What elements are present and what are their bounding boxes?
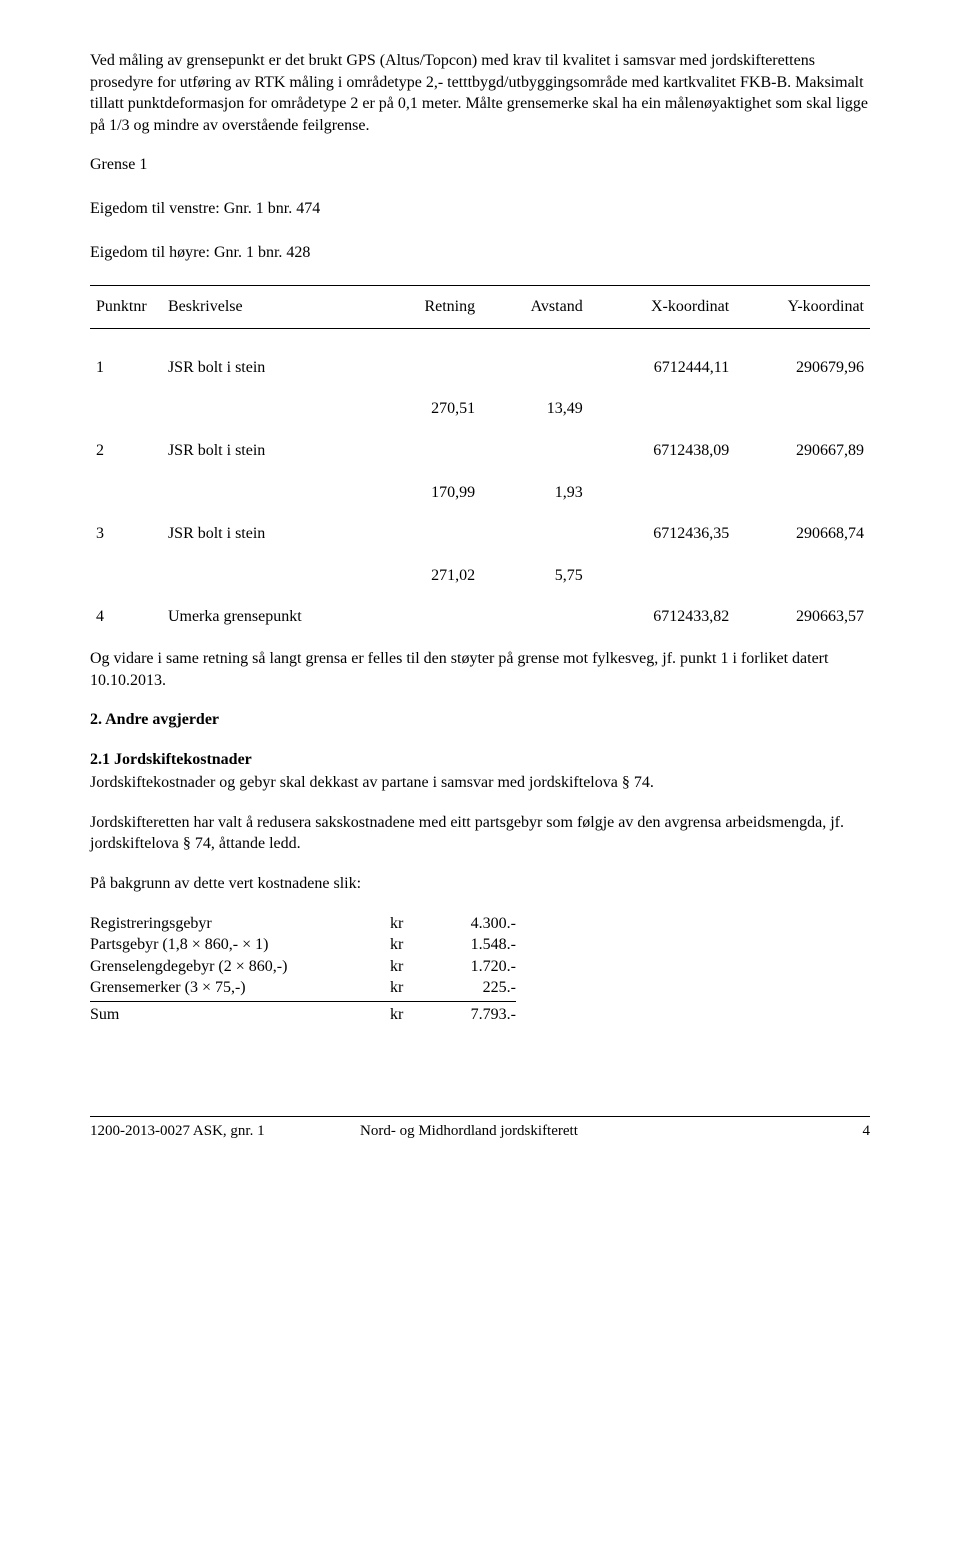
table-row: 170,99 1,93	[90, 482, 870, 504]
section-2-1: 2.1 Jordskiftekostnader Jordskiftekostna…	[90, 749, 870, 794]
th-avstand: Avstand	[499, 296, 607, 318]
cost-row: Grensemerker (3 × 75,-) kr 225.-	[90, 977, 870, 999]
cost-kr: kr	[390, 913, 426, 935]
cost-row: Registreringsgebyr kr 4.300.-	[90, 913, 870, 935]
cost-row: Partsgebyr (1,8 × 860,- × 1) kr 1.548.-	[90, 934, 870, 956]
cost-kr: kr	[390, 956, 426, 978]
cost-label: Grensemerker (3 × 75,-)	[90, 977, 390, 999]
footer-court: Nord- og Midhordland jordskifterett	[360, 1121, 780, 1141]
cell-nr: 4	[90, 606, 168, 628]
cost-value: 7.793.-	[426, 1004, 516, 1026]
cost-value: 225.-	[426, 977, 516, 999]
cost-label: Partsgebyr (1,8 × 860,- × 1)	[90, 934, 390, 956]
cell-ret: 170,99	[382, 482, 499, 504]
cost-value: 4.300.-	[426, 913, 516, 935]
cell-ret: 271,02	[382, 565, 499, 587]
eigedom-venstre: Eigedom til venstre: Gnr. 1 bnr. 474	[90, 198, 870, 220]
table-header-row: Punktnr Beskrivelse Retning Avstand X-ko…	[90, 285, 870, 329]
cost-value: 1.720.-	[426, 956, 516, 978]
cost-row-sum: Sum kr 7.793.-	[90, 1004, 870, 1026]
cell-avs: 13,49	[499, 398, 607, 420]
section-2-heading: 2. Andre avgjerder	[90, 709, 870, 731]
th-beskrivelse: Beskrivelse	[168, 296, 382, 318]
cell-nr: 1	[90, 357, 168, 379]
cost-kr: kr	[390, 934, 426, 956]
sum-divider	[90, 1001, 516, 1002]
cell-desc: JSR bolt i stein	[168, 357, 382, 379]
cell-xk: 6712436,35	[607, 523, 753, 545]
table-row: 3 JSR bolt i stein 6712436,35 290668,74	[90, 523, 870, 545]
th-xkoord: X-koordinat	[607, 296, 753, 318]
th-retning: Retning	[382, 296, 499, 318]
cost-table: Registreringsgebyr kr 4.300.- Partsgebyr…	[90, 913, 870, 1026]
cell-yk: 290679,96	[753, 357, 870, 379]
intro-paragraph: Ved måling av grensepunkt er det brukt G…	[90, 50, 870, 136]
table-row: 4 Umerka grensepunkt 6712433,82 290663,5…	[90, 606, 870, 628]
cost-kr: kr	[390, 1004, 426, 1026]
cell-avs: 5,75	[499, 565, 607, 587]
table-row: 1 JSR bolt i stein 6712444,11 290679,96	[90, 357, 870, 379]
table-row: 270,51 13,49	[90, 398, 870, 420]
cell-yk: 290663,57	[753, 606, 870, 628]
cost-value: 1.548.-	[426, 934, 516, 956]
grense-label: Grense 1	[90, 154, 870, 176]
cell-desc: JSR bolt i stein	[168, 440, 382, 462]
section-2-p2: Jordskifteretten har valt å redusera sak…	[90, 812, 870, 855]
cost-kr: kr	[390, 977, 426, 999]
coordinate-table: Punktnr Beskrivelse Retning Avstand X-ko…	[90, 285, 870, 628]
cell-nr: 2	[90, 440, 168, 462]
table-row: 2 JSR bolt i stein 6712438,09 290667,89	[90, 440, 870, 462]
cell-desc: JSR bolt i stein	[168, 523, 382, 545]
section-2-1-heading: 2.1 Jordskiftekostnader	[90, 749, 870, 771]
cell-yk: 290667,89	[753, 440, 870, 462]
cell-xk: 6712438,09	[607, 440, 753, 462]
section-2-p3: På bakgrunn av dette vert kostnadene sli…	[90, 873, 870, 895]
eigedom-hogre: Eigedom til høyre: Gnr. 1 bnr. 428	[90, 242, 870, 264]
cost-row: Grenselengdegebyr (2 × 860,-) kr 1.720.-	[90, 956, 870, 978]
footer-case-ref: 1200-2013-0027 ASK, gnr. 1	[90, 1121, 360, 1141]
section-2-1-text: Jordskiftekostnader og gebyr skal dekkas…	[90, 774, 654, 791]
cell-desc: Umerka grensepunkt	[168, 606, 382, 628]
page-footer: 1200-2013-0027 ASK, gnr. 1 Nord- og Midh…	[90, 1116, 870, 1141]
cost-label: Grenselengdegebyr (2 × 860,-)	[90, 956, 390, 978]
th-punktnr: Punktnr	[90, 296, 168, 318]
cost-label: Registreringsgebyr	[90, 913, 390, 935]
cost-label: Sum	[90, 1004, 390, 1026]
table-row: 271,02 5,75	[90, 565, 870, 587]
cell-xk: 6712444,11	[607, 357, 753, 379]
footer-page-number: 4	[780, 1121, 870, 1141]
after-table-paragraph: Og vidare i same retning så langt grensa…	[90, 648, 870, 691]
cell-yk: 290668,74	[753, 523, 870, 545]
th-ykoord: Y-koordinat	[753, 296, 870, 318]
cell-ret: 270,51	[382, 398, 499, 420]
cell-avs: 1,93	[499, 482, 607, 504]
cell-xk: 6712433,82	[607, 606, 753, 628]
cell-nr: 3	[90, 523, 168, 545]
